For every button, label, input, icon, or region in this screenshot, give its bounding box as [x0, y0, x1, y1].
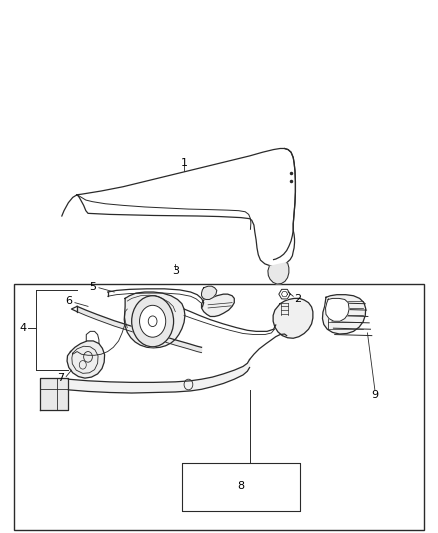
Polygon shape — [68, 360, 250, 393]
Text: 3: 3 — [172, 266, 179, 276]
Circle shape — [132, 296, 173, 347]
Polygon shape — [40, 378, 68, 410]
Text: 5: 5 — [89, 282, 96, 292]
Polygon shape — [268, 263, 289, 284]
Polygon shape — [201, 286, 217, 300]
Polygon shape — [322, 295, 366, 334]
Polygon shape — [67, 341, 105, 378]
Circle shape — [140, 305, 166, 337]
Text: 8: 8 — [237, 481, 244, 491]
Polygon shape — [279, 289, 290, 299]
FancyBboxPatch shape — [182, 463, 300, 511]
Polygon shape — [273, 298, 313, 338]
Text: 1: 1 — [180, 158, 187, 168]
FancyBboxPatch shape — [14, 284, 424, 530]
Polygon shape — [77, 306, 201, 353]
Text: 9: 9 — [371, 390, 378, 400]
Text: 2: 2 — [294, 294, 301, 304]
Polygon shape — [201, 294, 234, 317]
Text: 4: 4 — [19, 322, 26, 333]
Polygon shape — [124, 292, 185, 348]
Polygon shape — [62, 149, 295, 266]
Text: 7: 7 — [57, 373, 64, 383]
Polygon shape — [325, 298, 349, 321]
Text: 6: 6 — [65, 296, 72, 306]
